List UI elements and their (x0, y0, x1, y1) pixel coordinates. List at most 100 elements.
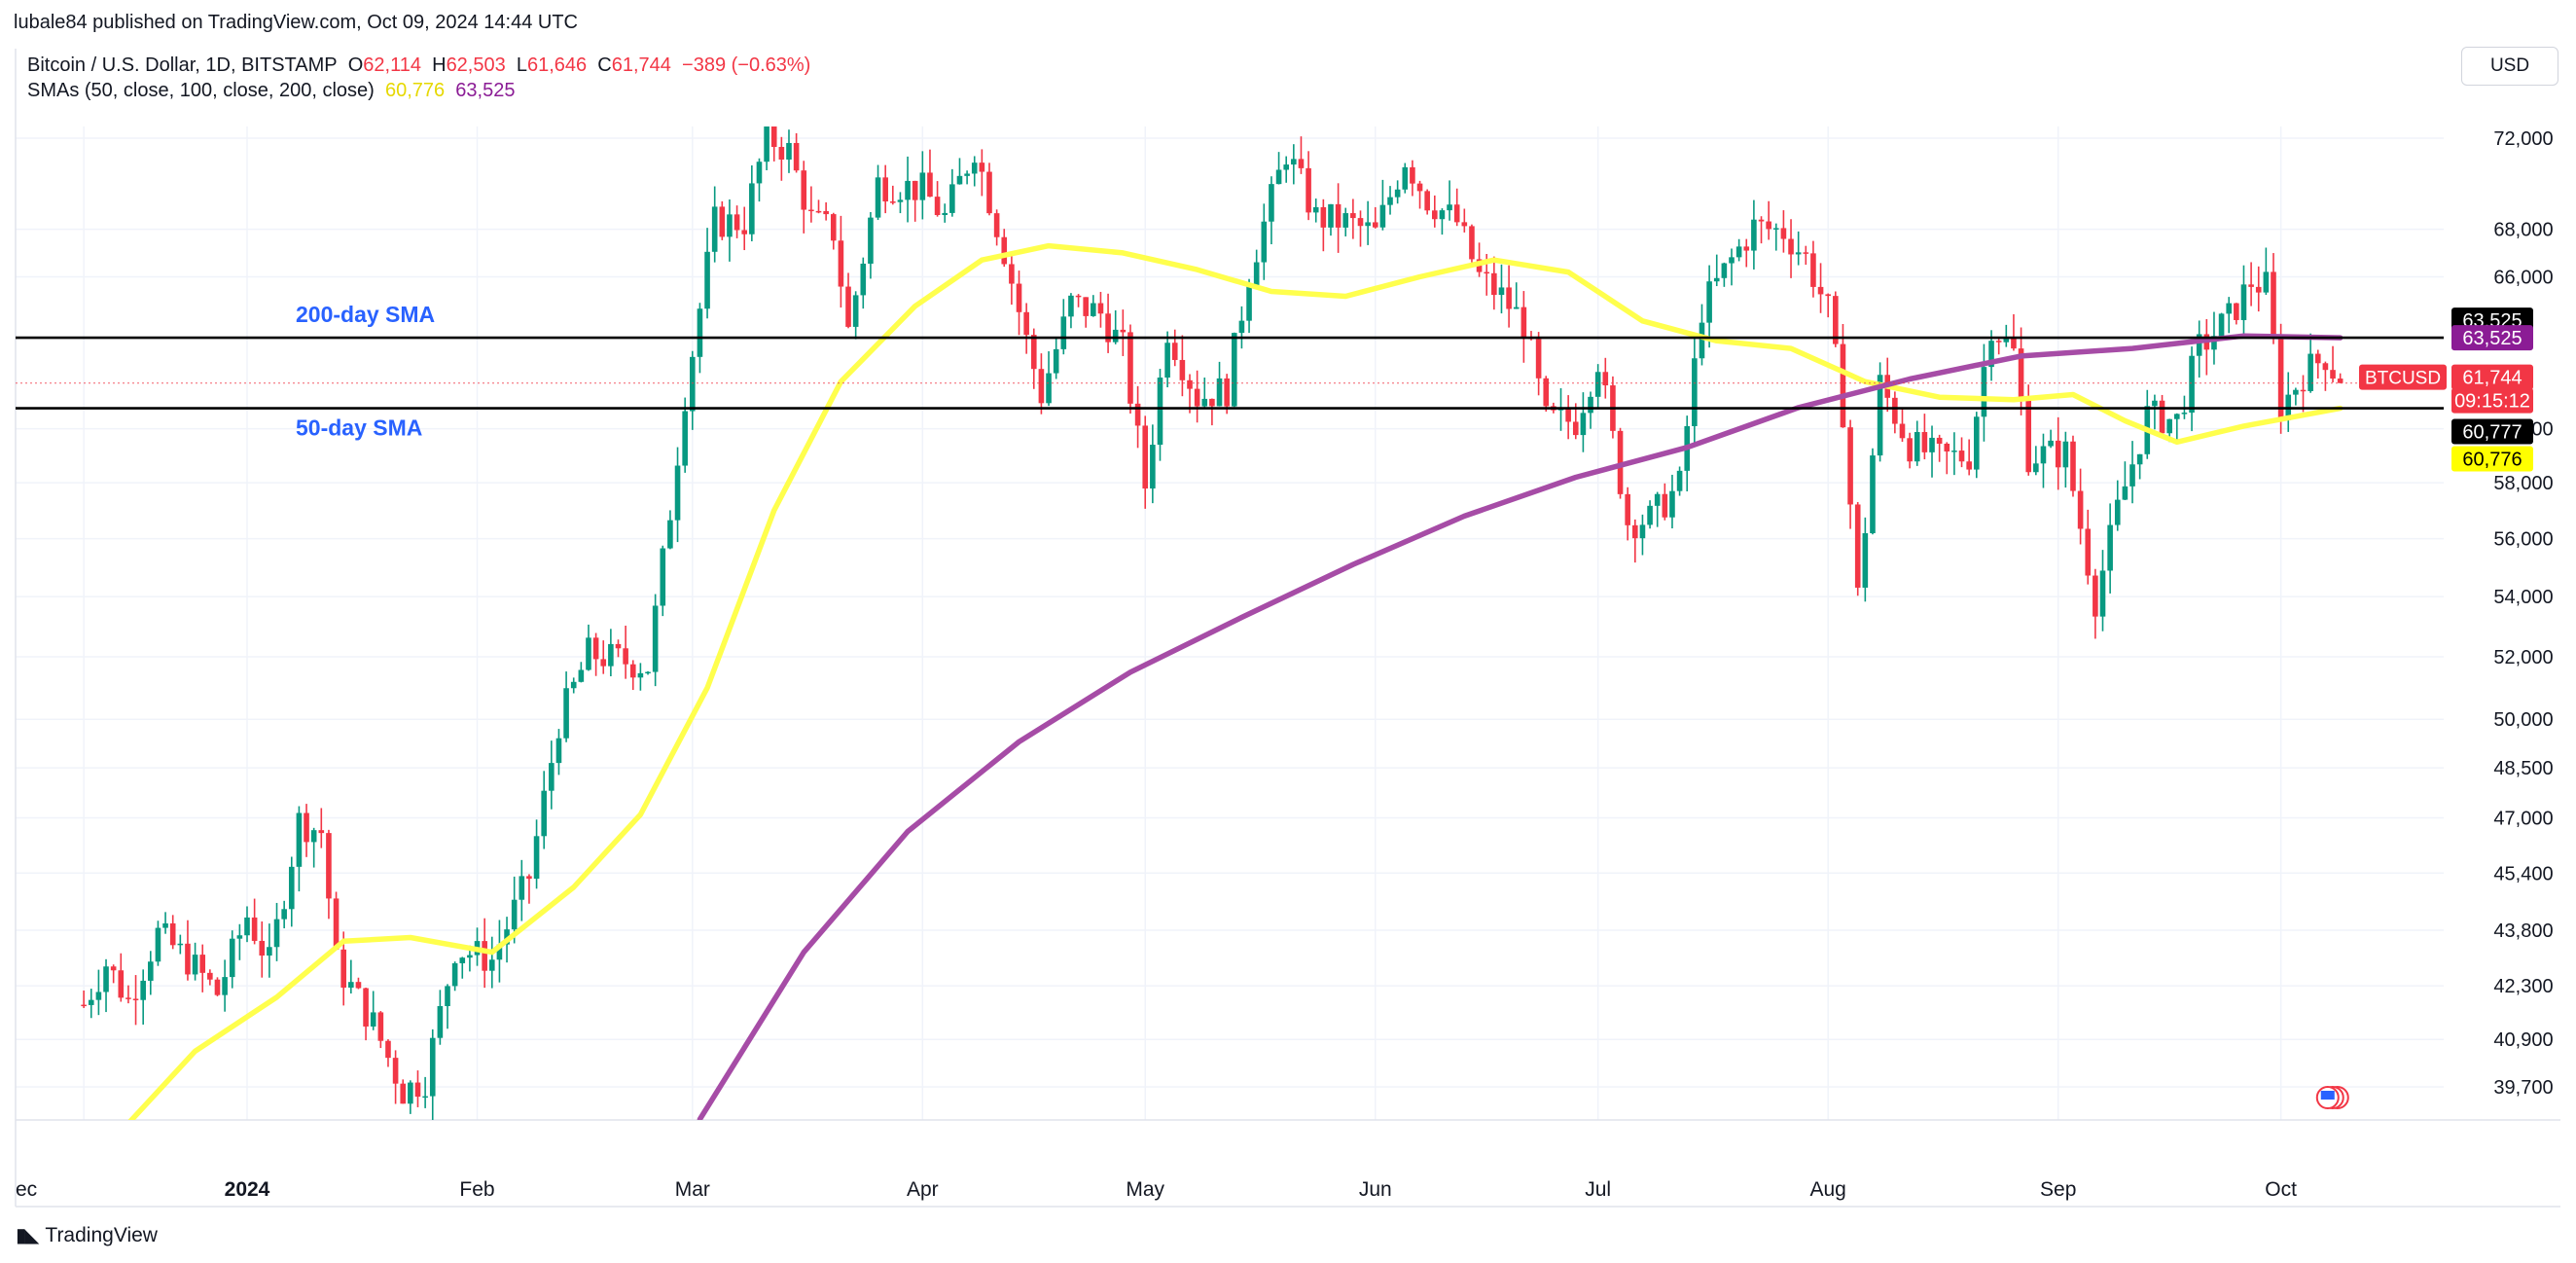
candle-up (2240, 265, 2247, 339)
open-value: 62,114 (363, 54, 421, 76)
candle-up (1654, 491, 1661, 527)
candle-body (979, 162, 985, 172)
candle-body (1112, 329, 1119, 343)
candle-body (956, 175, 963, 185)
symbol-tag-bg (2359, 364, 2447, 390)
candle-body (1238, 320, 1245, 334)
y-tick-label: 42,300 (2493, 976, 2553, 997)
y-tick-label: 58,000 (2493, 473, 2553, 494)
candle-up (905, 156, 911, 223)
x-tick-label: Sep (2040, 1178, 2076, 1201)
candle-down (1120, 309, 1127, 356)
candle-body (2070, 441, 2076, 491)
candle-up (1328, 203, 1334, 236)
candle-body (1735, 246, 1742, 258)
candle-body (1157, 378, 1163, 446)
candle-body (1944, 443, 1950, 451)
candle-up (570, 677, 577, 694)
candle-up (1951, 432, 1957, 476)
candle-down (1921, 414, 1928, 460)
candle-down (1521, 291, 1527, 363)
candle-up (1557, 388, 1564, 431)
candle-down (1528, 331, 1534, 341)
candle-body (1951, 451, 1957, 452)
candle-body (2300, 389, 2307, 392)
candle-down (1453, 188, 1460, 227)
x-tick-label: 2024 (225, 1178, 270, 1201)
candle-body (2174, 414, 2180, 419)
candle-body (1001, 236, 1008, 265)
candle-body (1921, 432, 1928, 452)
candle-up (281, 900, 287, 929)
candle-down (1899, 408, 1906, 443)
candle-down (1847, 419, 1853, 529)
candle-body (2308, 353, 2313, 391)
candle-up (451, 961, 458, 992)
candle-up (727, 199, 733, 262)
candle-up (1447, 180, 1452, 221)
candle-down (838, 215, 844, 308)
candle-body (1091, 303, 1096, 316)
candle-body (2011, 338, 2017, 349)
candle-down (185, 920, 191, 981)
candle-up (1053, 338, 1059, 379)
candle-up (645, 670, 651, 675)
candle-body (1053, 348, 1059, 374)
candle-body (511, 899, 518, 930)
candle-down (1565, 395, 1571, 440)
sma-legend[interactable]: SMAs (50, close, 100, close, 200, close)… (27, 80, 515, 102)
candle-down (1958, 437, 1965, 468)
candle-up (674, 447, 681, 543)
candle-up (2048, 429, 2054, 449)
symbol-legend[interactable]: Bitcoin / U.S. Dollar, 1D, BITSTAMP O62,… (27, 54, 810, 77)
candle-body (1810, 253, 1816, 287)
candle-body (1535, 339, 1542, 379)
candle-up (1870, 448, 1876, 535)
candle-down (1662, 483, 1668, 521)
candle-up (2226, 297, 2233, 334)
candle-body (2181, 413, 2188, 415)
candle-body (1328, 203, 1334, 228)
candle-body (719, 206, 726, 237)
candle-up (964, 170, 970, 185)
candle-body (414, 1082, 421, 1098)
high-label: H (432, 54, 447, 76)
candle-up (1312, 198, 1319, 223)
candle-down (1840, 323, 1846, 428)
candle-body (1171, 343, 1178, 360)
candle-down (1803, 245, 1809, 266)
candle-body (2293, 389, 2299, 395)
candle-body (288, 866, 295, 910)
currency-button[interactable]: USD (2461, 47, 2558, 86)
candle-body (392, 1058, 399, 1084)
candle-down (1424, 189, 1430, 215)
candle-body (340, 949, 346, 988)
candle-down (377, 1011, 384, 1049)
candle-up (148, 951, 154, 995)
candle-body (355, 982, 362, 989)
y-tick-label: 50,000 (2493, 709, 2553, 731)
candle-body (1216, 378, 1223, 407)
candle-down (1134, 385, 1141, 449)
low-value: 61,646 (526, 54, 588, 76)
candle-body (2166, 418, 2172, 434)
candle-up (756, 158, 763, 202)
axis-badge-text: 60,776 (2462, 450, 2522, 471)
candle-down (1083, 297, 1089, 328)
candle-up (897, 192, 904, 214)
candle-body (1283, 164, 1289, 170)
candle-down (1602, 357, 1609, 399)
candle-down (1350, 198, 1356, 239)
candle-up (1231, 332, 1237, 408)
candle-body (815, 210, 822, 213)
candle-body (964, 173, 970, 176)
economic-events-flag-icon[interactable] (2315, 1086, 2349, 1109)
candle-body (519, 876, 525, 900)
candle-body (845, 286, 851, 327)
candle-up (1112, 309, 1119, 344)
label-200-day-sma: 200-day SMA (296, 302, 435, 327)
candle-down (1179, 335, 1186, 397)
candle-body (185, 943, 191, 975)
candle-body (1521, 307, 1527, 338)
